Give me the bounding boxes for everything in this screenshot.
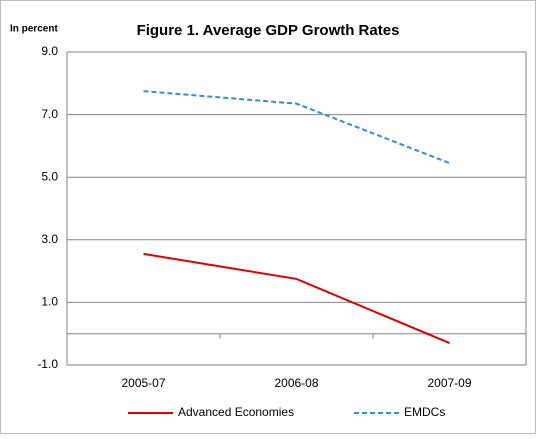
series-line xyxy=(143,252,450,345)
x-tick-label: 2005-07 xyxy=(121,376,165,390)
y-tick-label: 7.0 xyxy=(41,107,58,121)
y-tick-label: 1.0 xyxy=(41,295,58,309)
y-tick-label: -1.0 xyxy=(37,357,58,371)
x-tick-label: 2007-09 xyxy=(427,376,471,390)
series-line xyxy=(143,90,450,165)
chart-title: Figure 1. Average GDP Growth Rates xyxy=(137,22,400,39)
y-tick-label: 3.0 xyxy=(41,232,58,246)
legend-label: Advanced Economies xyxy=(178,405,294,419)
y-tick-label: 9.0 xyxy=(41,44,58,58)
legend-label: EMDCs xyxy=(404,405,445,419)
y-axis-label: In percent xyxy=(10,24,58,35)
x-tick-label: 2006-08 xyxy=(274,376,318,390)
y-tick-label: 5.0 xyxy=(41,169,58,183)
